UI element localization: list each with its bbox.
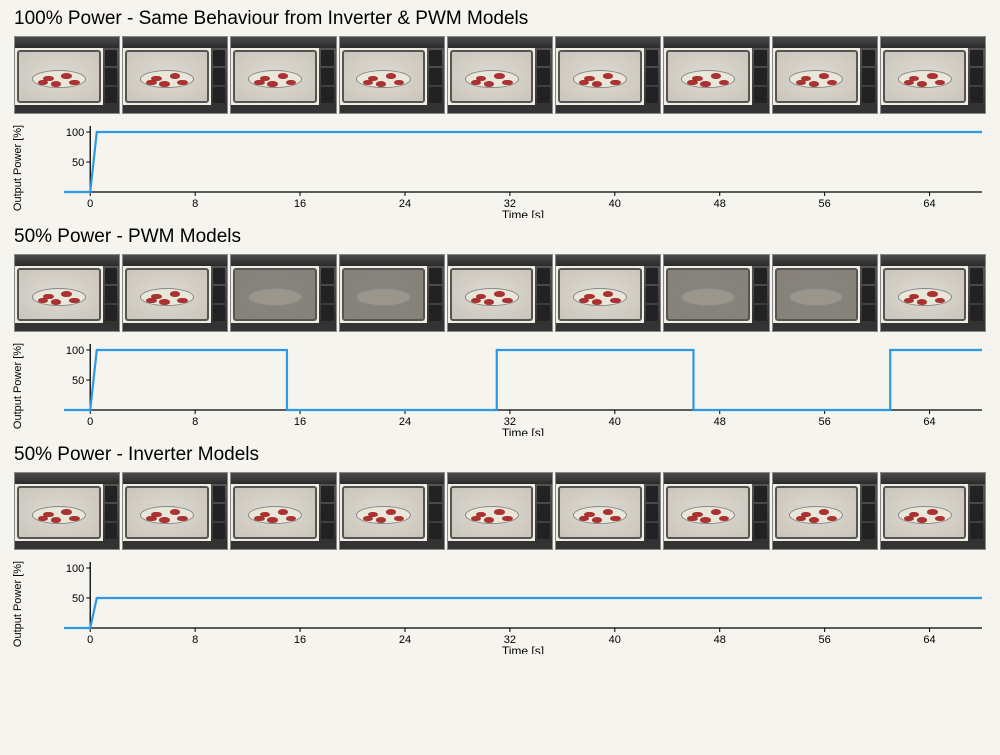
svg-text:8: 8 — [192, 634, 198, 646]
svg-text:50: 50 — [72, 157, 84, 169]
y-axis-label: Output Power [%] — [12, 125, 24, 211]
microwave-thumb — [772, 36, 878, 114]
svg-text:16: 16 — [294, 198, 306, 210]
panel-title: 50% Power - Inverter Models — [14, 444, 986, 466]
svg-text:0: 0 — [87, 634, 93, 646]
svg-text:100: 100 — [66, 127, 84, 139]
y-axis-label: Output Power [%] — [12, 561, 24, 647]
svg-text:40: 40 — [609, 634, 621, 646]
microwave-thumb — [339, 254, 445, 332]
microwave-thumb — [447, 472, 553, 550]
svg-text:16: 16 — [294, 416, 306, 428]
svg-text:64: 64 — [923, 198, 935, 210]
svg-text:40: 40 — [609, 416, 621, 428]
microwave-thumb — [14, 472, 120, 550]
microwave-thumb — [14, 254, 120, 332]
microwave-thumb — [339, 472, 445, 550]
svg-text:50: 50 — [72, 375, 84, 387]
svg-text:0: 0 — [87, 198, 93, 210]
thumbnail-row — [14, 472, 986, 550]
power-series-line — [64, 132, 982, 192]
svg-text:24: 24 — [399, 416, 411, 428]
svg-text:100: 100 — [66, 345, 84, 357]
power-chart: 501000816243240485664Time [s] — [36, 336, 996, 436]
microwave-thumb — [880, 254, 986, 332]
x-axis-label: Time [s] — [502, 644, 544, 654]
panel-2: 50% Power - Inverter Models Output Power … — [0, 436, 1000, 654]
thumbnail-row — [14, 254, 986, 332]
microwave-thumb — [447, 254, 553, 332]
svg-text:56: 56 — [819, 416, 831, 428]
microwave-thumb — [14, 36, 120, 114]
svg-text:56: 56 — [819, 198, 831, 210]
svg-text:48: 48 — [714, 416, 726, 428]
svg-text:64: 64 — [923, 416, 935, 428]
microwave-thumb — [555, 472, 661, 550]
microwave-thumb — [122, 36, 228, 114]
panel-1: 50% Power - PWM Models Output Power [%] 50… — [0, 218, 1000, 436]
panel-title: 100% Power - Same Behaviour from Inverte… — [14, 8, 986, 30]
microwave-thumb — [880, 472, 986, 550]
svg-text:24: 24 — [399, 634, 411, 646]
power-series-line — [64, 350, 982, 410]
microwave-thumb — [663, 254, 769, 332]
power-series-line — [64, 598, 982, 628]
svg-text:48: 48 — [714, 634, 726, 646]
svg-text:100: 100 — [66, 563, 84, 575]
x-axis-label: Time [s] — [502, 426, 544, 436]
microwave-thumb — [122, 472, 228, 550]
svg-text:48: 48 — [714, 198, 726, 210]
microwave-thumb — [230, 254, 336, 332]
microwave-thumb — [339, 36, 445, 114]
svg-text:40: 40 — [609, 198, 621, 210]
microwave-thumb — [230, 472, 336, 550]
microwave-thumb — [663, 36, 769, 114]
microwave-thumb — [447, 36, 553, 114]
svg-text:56: 56 — [819, 634, 831, 646]
microwave-thumb — [772, 254, 878, 332]
power-chart: 501000816243240485664Time [s] — [36, 118, 996, 218]
power-chart: 501000816243240485664Time [s] — [36, 554, 996, 654]
microwave-thumb — [772, 472, 878, 550]
microwave-thumb — [663, 472, 769, 550]
x-axis-label: Time [s] — [502, 208, 544, 218]
microwave-thumb — [230, 36, 336, 114]
svg-text:16: 16 — [294, 634, 306, 646]
svg-text:0: 0 — [87, 416, 93, 428]
panel-0: 100% Power - Same Behaviour from Inverte… — [0, 0, 1000, 218]
svg-text:64: 64 — [923, 634, 935, 646]
microwave-thumb — [880, 36, 986, 114]
chart-wrap: Output Power [%]501000816243240485664Tim… — [36, 118, 986, 218]
y-axis-label: Output Power [%] — [12, 343, 24, 429]
svg-text:8: 8 — [192, 416, 198, 428]
thumbnail-row — [14, 36, 986, 114]
svg-text:50: 50 — [72, 593, 84, 605]
microwave-thumb — [555, 254, 661, 332]
panel-title: 50% Power - PWM Models — [14, 226, 986, 248]
svg-text:24: 24 — [399, 198, 411, 210]
microwave-thumb — [555, 36, 661, 114]
chart-wrap: Output Power [%]501000816243240485664Tim… — [36, 554, 986, 654]
microwave-thumb — [122, 254, 228, 332]
svg-text:8: 8 — [192, 198, 198, 210]
chart-wrap: Output Power [%]501000816243240485664Tim… — [36, 336, 986, 436]
